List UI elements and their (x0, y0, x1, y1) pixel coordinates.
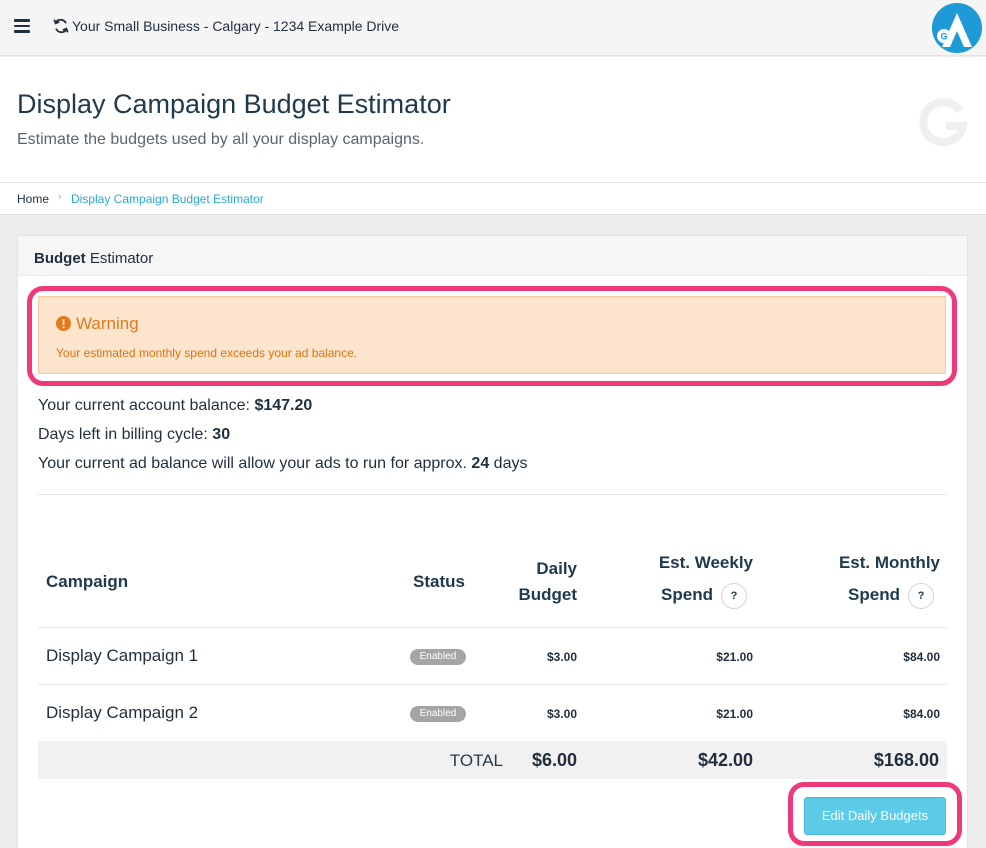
button-highlight-outline (788, 782, 962, 846)
exclamation-circle-icon (56, 316, 71, 331)
divider (38, 494, 947, 495)
brand-logo-icon: G (932, 3, 982, 53)
column-header-daily-budget: Daily Budget (518, 559, 577, 604)
menu-icon[interactable] (14, 19, 30, 37)
page-title: Display Campaign Budget Estimator (17, 89, 451, 119)
weekly-help-icon[interactable]: ? (721, 582, 747, 609)
column-header-weekly-spend: Est. Weekly Spend? (600, 550, 753, 609)
campaign-name[interactable]: Display Campaign 2 (46, 703, 199, 722)
daily-budget-value: $3.00 (546, 650, 577, 664)
warning-message: Your estimated monthly spend exceeds you… (56, 346, 358, 360)
column-header-status: Status (413, 572, 465, 591)
breadcrumb: Home › Display Campaign Budget Estimator (0, 183, 986, 215)
row-divider (38, 627, 947, 628)
breadcrumb-current[interactable]: Display Campaign Budget Estimator (71, 192, 264, 206)
refresh-icon[interactable] (52, 17, 70, 35)
breadcrumb-home-link[interactable]: Home (17, 192, 50, 206)
monthly-spend-value: $84.00 (903, 707, 940, 721)
total-label: TOTAL (449, 751, 503, 770)
status-badge: Enabled (410, 649, 466, 665)
campaign-name[interactable]: Display Campaign 1 (46, 646, 199, 665)
warning-highlight-outline (27, 286, 957, 386)
breadcrumb-separator: › (58, 191, 62, 203)
total-monthly-value: $168.00 (873, 750, 939, 770)
panel-title: Budget Estimator (34, 250, 154, 267)
business-selector[interactable]: Your Small Business - Calgary - 1234 Exa… (72, 18, 400, 34)
column-header-monthly-spend: Est. Monthly Spend? (760, 550, 940, 609)
warning-alert: Warning Your estimated monthly spend exc… (38, 296, 946, 374)
weekly-spend-value: $21.00 (716, 707, 753, 721)
runtime-line: Your current ad balance will allow your … (38, 455, 528, 472)
row-divider (38, 684, 947, 685)
g-logo-watermark-icon (919, 98, 968, 147)
monthly-help-icon[interactable]: ? (908, 582, 934, 609)
page-header: Display Campaign Budget Estimator Estima… (0, 57, 986, 183)
weekly-spend-value: $21.00 (716, 650, 753, 664)
total-weekly-value: $42.00 (697, 750, 753, 770)
svg-text:G: G (940, 32, 947, 42)
panel-header: Budget Estimator (18, 236, 967, 276)
column-header-campaign: Campaign (46, 572, 129, 591)
total-row: TOTAL $6.00 $42.00 $168.00 (38, 741, 947, 779)
days-left-line: Days left in billing cycle: 30 (38, 426, 231, 443)
user-avatar[interactable]: G (932, 3, 982, 53)
monthly-spend-value: $84.00 (903, 650, 940, 664)
account-balance-line: Your current account balance: $147.20 (38, 397, 313, 414)
daily-budget-value: $3.00 (546, 707, 577, 721)
status-badge: Enabled (410, 706, 466, 722)
total-daily-value: $6.00 (531, 750, 577, 770)
account-balance-value: $147.20 (254, 397, 313, 414)
runtime-days-value: 24 (471, 455, 490, 472)
warning-title: Warning (76, 314, 139, 333)
page-subtitle: Estimate the budgets used by all your di… (17, 131, 425, 148)
top-bar: Your Small Business - Calgary - 1234 Exa… (0, 0, 986, 56)
days-left-value: 30 (212, 426, 231, 443)
edit-daily-budgets-button[interactable]: Edit Daily Budgets (804, 797, 946, 835)
